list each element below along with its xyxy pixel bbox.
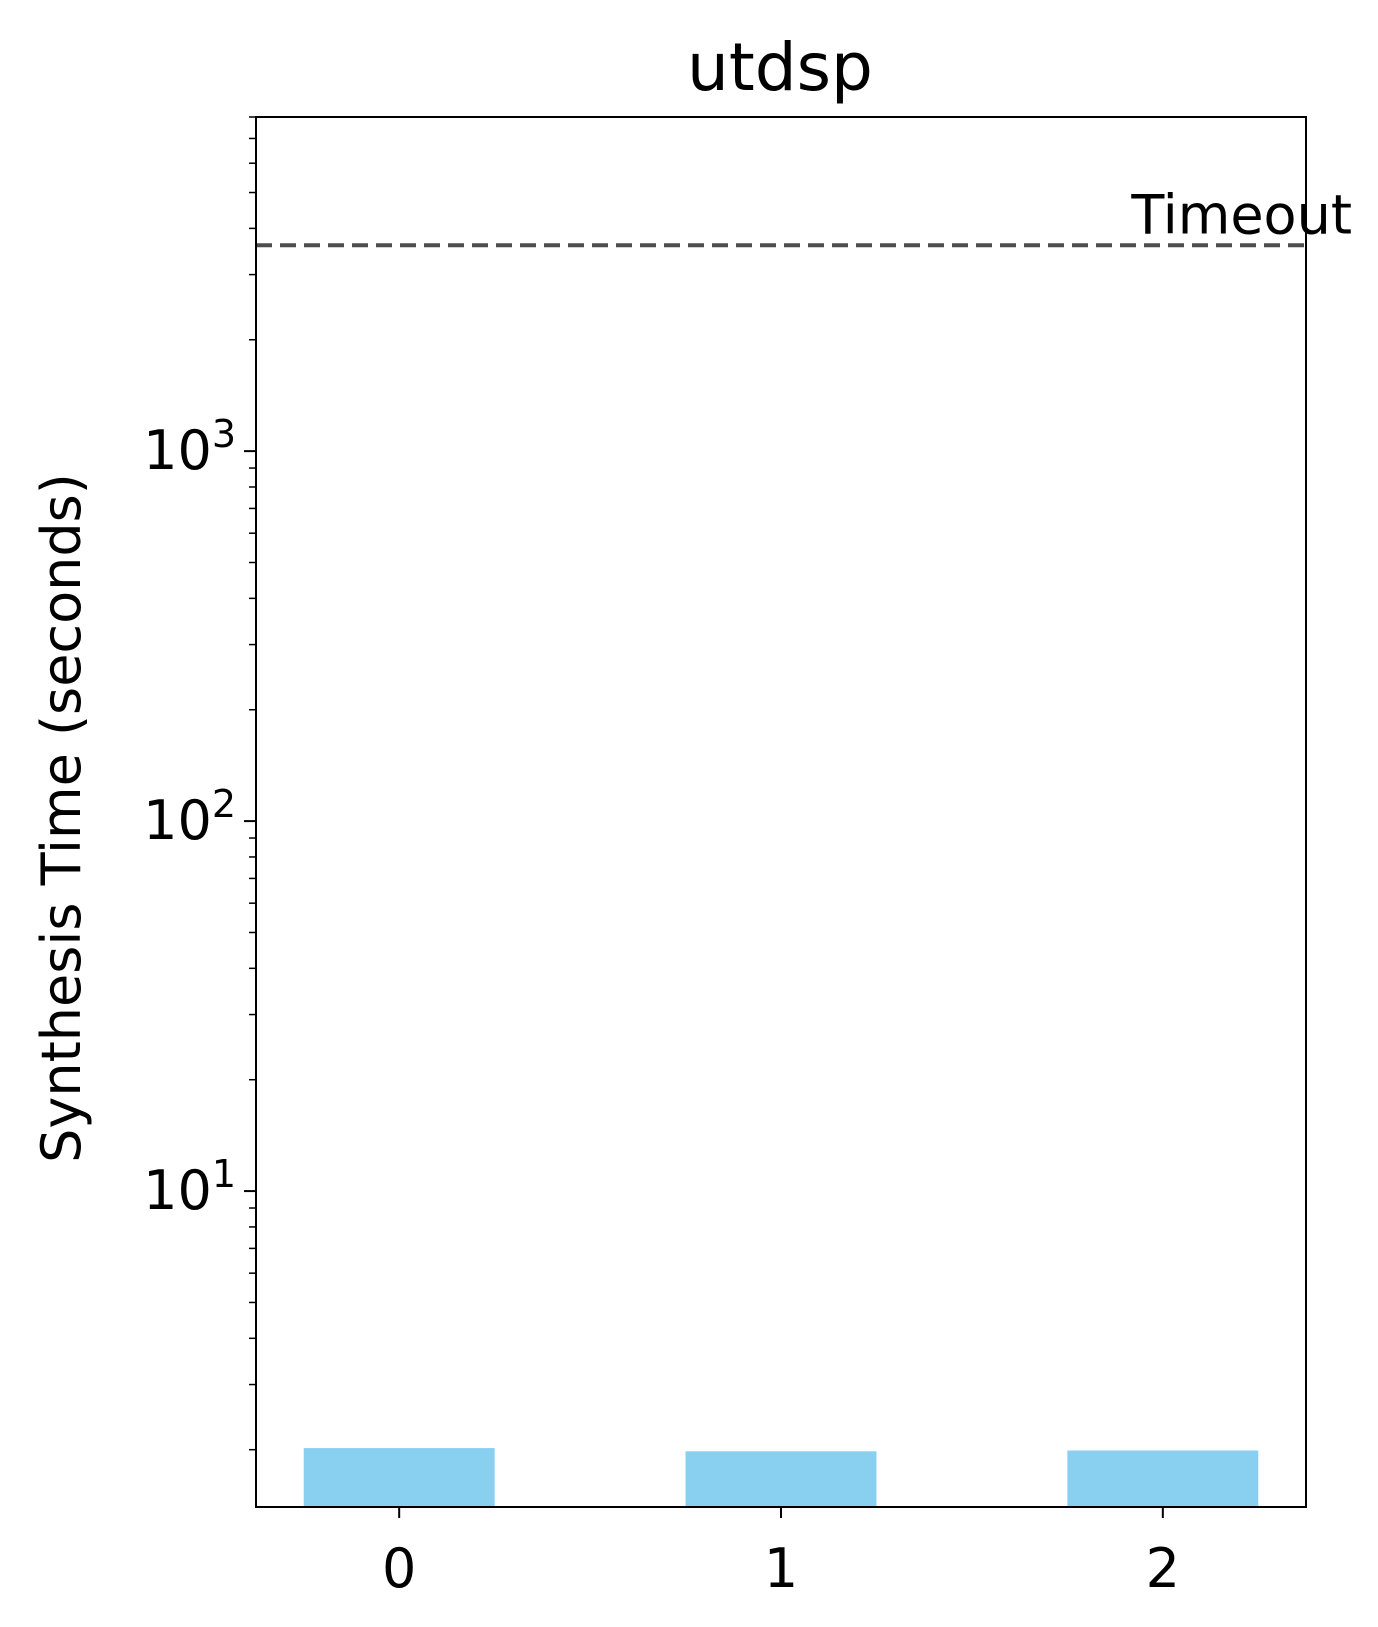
bars-group — [303, 1448, 1259, 1507]
x-tick-label: 2 — [1146, 1537, 1180, 1600]
y-tick-label: 101 — [143, 1152, 236, 1222]
y-axis-label: Synthesis Time (seconds) — [30, 473, 93, 1163]
x-axis-ticks: 0 1 2 — [382, 1507, 1180, 1600]
chart-title: utdsp — [687, 29, 873, 106]
bar-2 — [1067, 1450, 1259, 1507]
x-tick-label: 1 — [764, 1537, 798, 1600]
y-tick-label: 102 — [143, 782, 236, 852]
plot-frame — [255, 116, 1307, 1508]
y-tick-label: 103 — [143, 412, 236, 482]
timeout-label: Timeout — [1130, 183, 1352, 246]
bar-0 — [303, 1448, 495, 1507]
y-axis-ticks: 101 102 103 — [143, 116, 256, 1451]
bar-1 — [685, 1451, 877, 1507]
x-tick-label: 0 — [382, 1537, 416, 1600]
